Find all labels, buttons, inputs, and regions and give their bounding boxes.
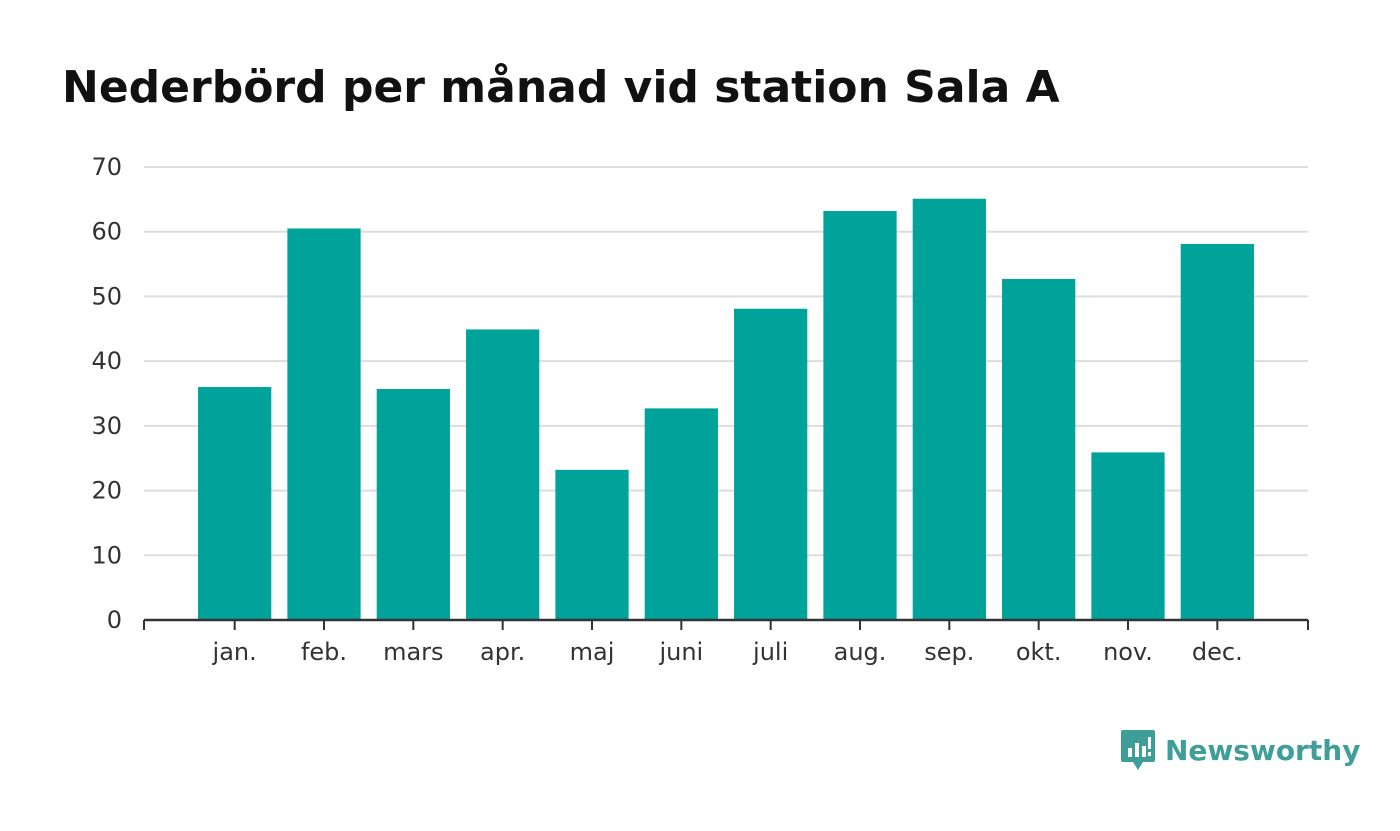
x-tick-label: feb.	[301, 638, 347, 666]
y-tick-label: 40	[91, 347, 122, 375]
newsworthy-logo: Newsworthy	[1119, 728, 1360, 772]
newsworthy-icon	[1121, 730, 1155, 770]
x-axis	[143, 618, 1309, 630]
x-axis-ticks: jan. feb. mars apr. maj juni juli aug. sep. okt. n…	[212, 638, 1243, 666]
brand-name: Newsworthy	[1165, 733, 1361, 767]
bars	[198, 198, 1254, 620]
chart-title: Nederbörd per månad vid station Sala A	[62, 62, 1060, 113]
x-tick-label: juni	[658, 638, 703, 666]
x-tick-label: sep.	[924, 638, 974, 666]
bar-1	[287, 228, 361, 620]
x-tick-label: okt.	[1016, 638, 1062, 666]
y-tick-label: 30	[91, 412, 122, 440]
bar-0	[198, 387, 272, 620]
x-tick-label: aug.	[834, 638, 887, 666]
bar-2	[376, 388, 450, 620]
y-tick-label: 0	[107, 606, 122, 634]
x-tick-label: mars	[383, 638, 443, 666]
bar-3	[466, 329, 540, 620]
y-tick-label: 10	[91, 541, 122, 569]
y-tick-label: 50	[91, 282, 122, 310]
bar-11	[1180, 244, 1254, 620]
bar-8	[912, 198, 986, 620]
x-tick-label: nov.	[1103, 638, 1153, 666]
bar-6	[734, 308, 808, 620]
bar-5	[644, 408, 718, 620]
x-tick-label: jan.	[212, 638, 257, 666]
x-tick-label: dec.	[1192, 638, 1243, 666]
x-tick-label: maj	[570, 638, 615, 666]
x-tick-label: juli	[752, 638, 788, 666]
bar-4	[555, 469, 629, 620]
bar-9	[1002, 278, 1076, 620]
y-tick-label: 60	[91, 218, 122, 246]
y-tick-label: 70	[91, 153, 122, 181]
bar-7	[823, 211, 897, 620]
y-tick-label: 20	[91, 477, 122, 505]
x-tick-label: apr.	[480, 638, 525, 666]
y-axis-ticks: 0 10 20 30 40 50 60 70	[91, 153, 122, 634]
bar-10	[1091, 452, 1165, 620]
